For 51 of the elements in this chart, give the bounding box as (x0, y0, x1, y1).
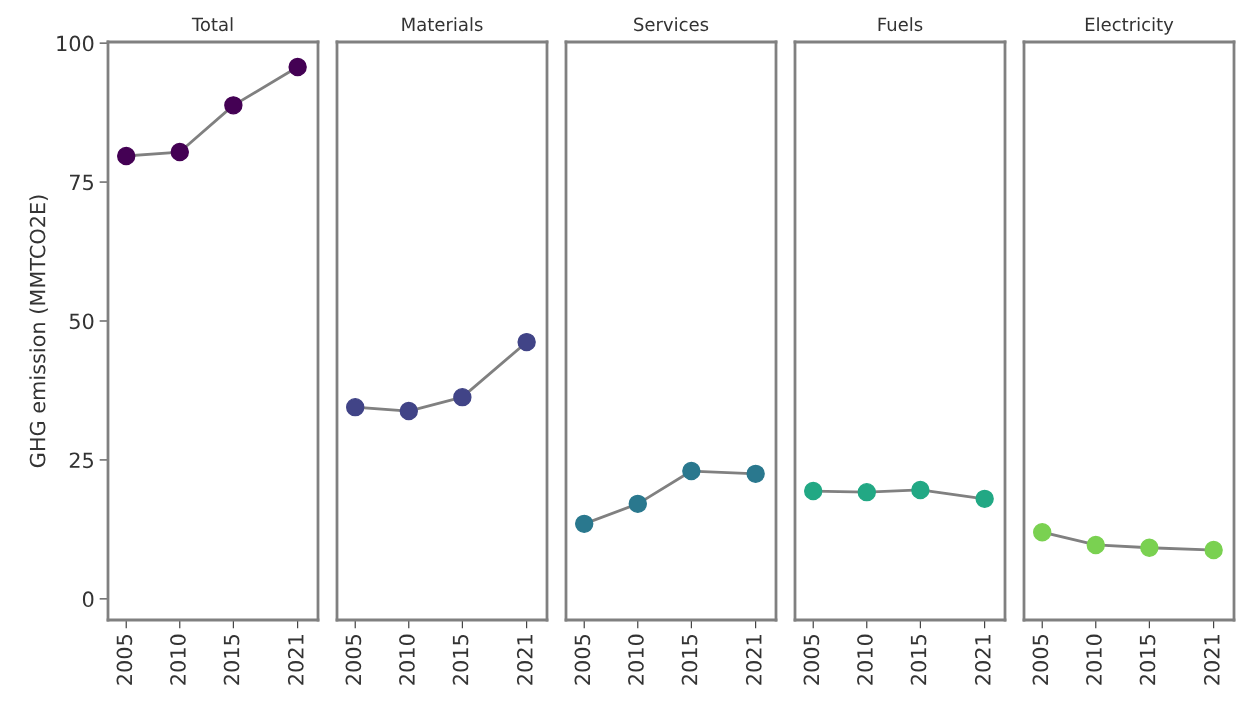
x-tick-label: 2005 (803, 635, 820, 685)
x-tick-label: 2021 (974, 635, 991, 685)
chart-title: Fuels (878, 17, 923, 32)
x-tick-label: 2015 (1139, 635, 1156, 685)
chart-title: Total (191, 17, 233, 32)
y-tick-label: 50 (69, 313, 94, 330)
y-tick-label: 75 (70, 174, 93, 191)
point (975, 489, 994, 509)
y-axis-title: GHG emission (MMTCO2E) (29, 195, 48, 468)
point (346, 397, 365, 417)
point (804, 481, 823, 501)
x-tick-label: 2005 (116, 635, 133, 685)
y-tick-label: 25 (69, 452, 93, 469)
chart-title: Electricity (1085, 17, 1174, 35)
point (682, 461, 701, 481)
x-tick-label: 2010 (1086, 634, 1102, 685)
point (911, 480, 930, 500)
point (117, 146, 136, 166)
point (517, 332, 536, 352)
point (224, 96, 243, 115)
x-tick-label: 2015 (910, 635, 927, 685)
point (170, 142, 189, 162)
x-tick-label: 2010 (628, 634, 644, 685)
x-tick-label: 2010 (170, 634, 186, 685)
x-tick-label: 2021 (745, 635, 762, 685)
x-tick-label: 2021 (516, 635, 533, 685)
x-tick-label: 2005 (574, 635, 591, 685)
chart-title: Materials (402, 17, 483, 32)
x-tick-label: 2005 (1032, 635, 1049, 685)
x-tick-label: 2015 (223, 635, 240, 685)
point (1086, 535, 1105, 555)
point (1033, 522, 1052, 542)
point (575, 514, 594, 534)
chart-title: Services (634, 17, 709, 32)
x-tick-label: 2015 (681, 635, 698, 685)
point (1140, 538, 1159, 557)
point (857, 482, 876, 502)
y-tick-label: 0 (82, 591, 94, 608)
x-tick-label: 2021 (287, 635, 304, 685)
point (453, 387, 472, 407)
point (1204, 540, 1223, 560)
x-tick-label: 2010 (857, 634, 873, 685)
point (288, 57, 307, 77)
x-tick-label: 2005 (345, 635, 362, 685)
x-tick-label: 2010 (399, 634, 415, 685)
point (628, 494, 647, 514)
point (746, 464, 765, 484)
x-tick-label: 2021 (1203, 635, 1220, 685)
y-tick-label: 100 (57, 35, 94, 52)
point (399, 401, 418, 421)
x-tick-label: 2015 (452, 635, 469, 685)
